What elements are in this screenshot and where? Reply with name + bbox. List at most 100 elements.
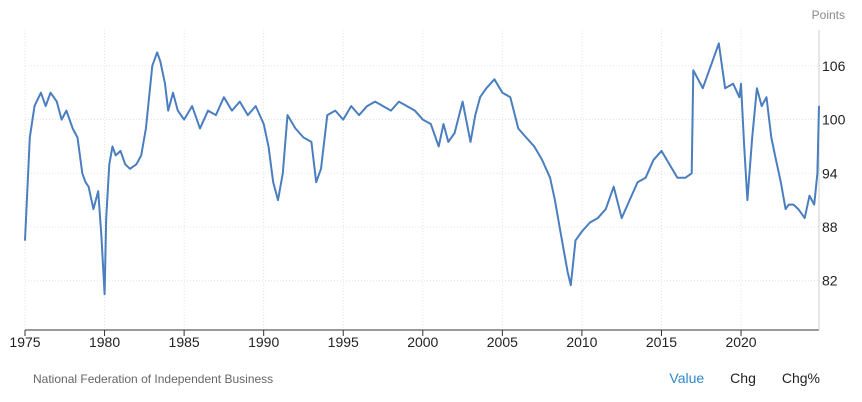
data-point: [816, 172, 819, 174]
data-point: [493, 78, 495, 80]
data-point: [718, 42, 720, 45]
data-point: [65, 110, 67, 112]
x-tick-label: 1995: [328, 334, 359, 350]
data-point: [746, 199, 749, 201]
data-point: [342, 119, 344, 121]
data-point: [111, 145, 114, 147]
data-point: [479, 96, 481, 98]
data-point: [88, 186, 90, 188]
data-point: [56, 101, 58, 103]
data-point: [756, 87, 758, 89]
data-point: [629, 199, 631, 201]
data-point: [563, 253, 566, 255]
y-axis-ticks: 82 88 94 100 106: [822, 58, 846, 289]
data-point: [177, 110, 179, 112]
data-point: [92, 208, 94, 210]
data-point: [804, 217, 806, 219]
y-tick-label: 100: [822, 112, 846, 128]
x-tick-label: 1975: [9, 334, 40, 350]
data-point: [713, 56, 715, 58]
data-point: [509, 96, 511, 98]
data-point: [818, 105, 820, 107]
data-point: [76, 136, 79, 139]
data-point: [45, 105, 47, 107]
data-point: [780, 181, 782, 183]
data-point: [145, 127, 147, 130]
data-point: [589, 221, 591, 224]
data-point: [40, 92, 42, 94]
data-point: [382, 105, 384, 107]
data-point: [84, 181, 87, 183]
unit-label: Points: [811, 8, 845, 22]
data-point: [792, 204, 795, 206]
data-point: [61, 119, 63, 121]
data-point: [574, 239, 577, 241]
data-point: [72, 127, 74, 130]
data-point: [708, 69, 710, 71]
data-point: [320, 168, 322, 170]
y-tick-label: 88: [822, 219, 838, 235]
y-tick-label: 82: [822, 273, 838, 289]
data-point: [660, 150, 663, 152]
x-tick-label: 1990: [248, 334, 279, 350]
data-point: [732, 83, 734, 85]
data-point: [645, 177, 647, 179]
data-point: [49, 92, 52, 94]
data-point: [247, 114, 249, 116]
data-point: [100, 235, 102, 237]
data-point: [684, 177, 686, 179]
tab-value[interactable]: Value: [669, 370, 705, 386]
data-point: [808, 195, 811, 197]
data-point: [129, 168, 131, 170]
x-tick-label: 1985: [169, 334, 200, 350]
data-point: [366, 105, 368, 107]
vertical-gridlines: [24, 30, 742, 330]
data-point: [115, 154, 117, 156]
data-point: [199, 127, 201, 130]
data-point: [525, 136, 527, 139]
data-point: [358, 114, 360, 116]
y-tick-label: 94: [822, 165, 838, 181]
x-tick-label: 2015: [646, 334, 677, 350]
data-point: [740, 83, 742, 85]
data-point: [159, 60, 161, 62]
data-point: [765, 96, 768, 98]
data-point: [183, 119, 185, 121]
data-point: [692, 69, 694, 71]
data-point: [24, 239, 26, 241]
data-point: [414, 110, 416, 112]
data-point: [549, 177, 551, 179]
data-point: [167, 110, 169, 112]
data-point: [454, 132, 456, 134]
data-point: [570, 284, 572, 286]
data-point: [462, 101, 464, 103]
data-point: [310, 141, 312, 143]
data-point: [605, 208, 607, 210]
data-point: [294, 127, 297, 130]
data-point: [223, 96, 225, 98]
tab-chg-percent[interactable]: Chg%: [781, 370, 820, 386]
data-point: [469, 141, 472, 143]
data-point: [541, 159, 543, 161]
data-point: [438, 145, 440, 147]
data-point: [668, 163, 671, 165]
tab-chg[interactable]: Chg: [730, 370, 756, 386]
data-point: [326, 114, 328, 116]
series-layer: [24, 42, 820, 296]
data-point: [422, 119, 424, 121]
data-point: [239, 101, 241, 103]
data-point: [738, 96, 741, 98]
data-point: [282, 172, 284, 174]
data-point: [255, 105, 257, 107]
data-point: [517, 127, 519, 130]
data-point: [172, 92, 174, 94]
data-point: [785, 208, 787, 210]
data-point: [597, 217, 599, 219]
x-tick-label: 2000: [407, 334, 438, 350]
source-label: National Federation of Independent Busin…: [33, 372, 274, 386]
data-point: [277, 199, 279, 201]
data-point: [119, 150, 122, 152]
data-point: [501, 92, 503, 94]
data-point: [156, 51, 158, 54]
y-tick-label: 106: [822, 58, 846, 74]
